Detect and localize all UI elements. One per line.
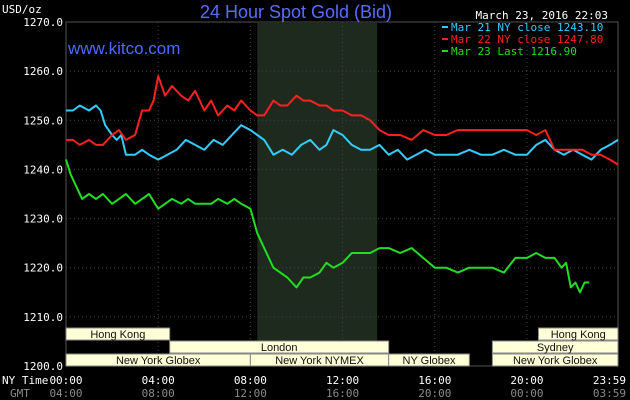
y-tick-label: 1210.0 <box>23 311 63 324</box>
y-tick-label: 1230.0 <box>23 213 63 226</box>
session-bar <box>491 340 619 354</box>
x-tick-label-ny: 04:00 <box>142 374 175 387</box>
session-label: Hong Kong <box>90 329 145 341</box>
session-label: New York Globex <box>513 355 598 367</box>
x-tick-label-ny: 23:59 <box>593 374 626 387</box>
timestamp: March 23, 2016 22:03 <box>476 9 608 22</box>
chart-title: 24 Hour Spot Gold (Bid) <box>200 2 392 22</box>
x-tick-label-gmt: 20:00 <box>418 387 451 400</box>
x-tick-label-gmt: 00:00 <box>510 387 543 400</box>
legend-entry: Mar 23 Last 1216.90 <box>451 45 577 58</box>
session-label: London <box>261 342 298 354</box>
y-tick-label: 1240.0 <box>23 163 63 176</box>
y-tick-label: 1220.0 <box>23 262 63 275</box>
x-tick-label-gmt: 16:00 <box>326 387 359 400</box>
session-bar <box>169 340 390 354</box>
y-tick-label: 1250.0 <box>23 114 63 127</box>
y-tick-label: 1270.0 <box>23 16 63 29</box>
session-label: Sydney <box>537 342 574 354</box>
session-bar <box>537 327 619 341</box>
legend-entry: Mar 21 NY close 1243.10 <box>451 21 603 34</box>
session-bar <box>65 327 171 341</box>
session-label: NY Globex <box>403 355 456 367</box>
session-bar <box>388 353 470 367</box>
session-bar <box>491 353 619 367</box>
nymex-session-shade <box>257 22 378 366</box>
website-label: www.kitco.com <box>67 39 180 58</box>
x-tick-label-gmt: 08:00 <box>142 387 175 400</box>
y-tick-label: 1200.0 <box>23 360 63 373</box>
x-axis-label-ny: NY Time <box>2 374 48 387</box>
session-label: Hong Kong <box>551 329 606 341</box>
legend-entry: Mar 22 NY close 1247.80 <box>451 33 603 46</box>
x-tick-label-ny: 08:00 <box>234 374 267 387</box>
x-tick-label-ny: 00:00 <box>49 374 82 387</box>
x-tick-label-ny: 20:00 <box>510 374 543 387</box>
series-line-1 <box>66 104 619 161</box>
x-tick-label-gmt: 04:00 <box>49 387 82 400</box>
session-label: New York NYMEX <box>275 355 364 367</box>
y-tick-label: 1260.0 <box>23 65 63 78</box>
x-tick-label-ny: 12:00 <box>326 374 359 387</box>
series-line-3 <box>65 159 590 294</box>
y-axis-label: USD/oz <box>2 3 42 16</box>
series-line-2 <box>66 75 619 166</box>
x-tick-label-ny: 16:00 <box>418 374 451 387</box>
session-label: New York Globex <box>116 355 201 367</box>
x-axis-label-gmt: GMT <box>10 387 30 400</box>
x-tick-label-gmt: 12:00 <box>234 387 267 400</box>
x-tick-label-gmt: 03:59 <box>593 387 626 400</box>
